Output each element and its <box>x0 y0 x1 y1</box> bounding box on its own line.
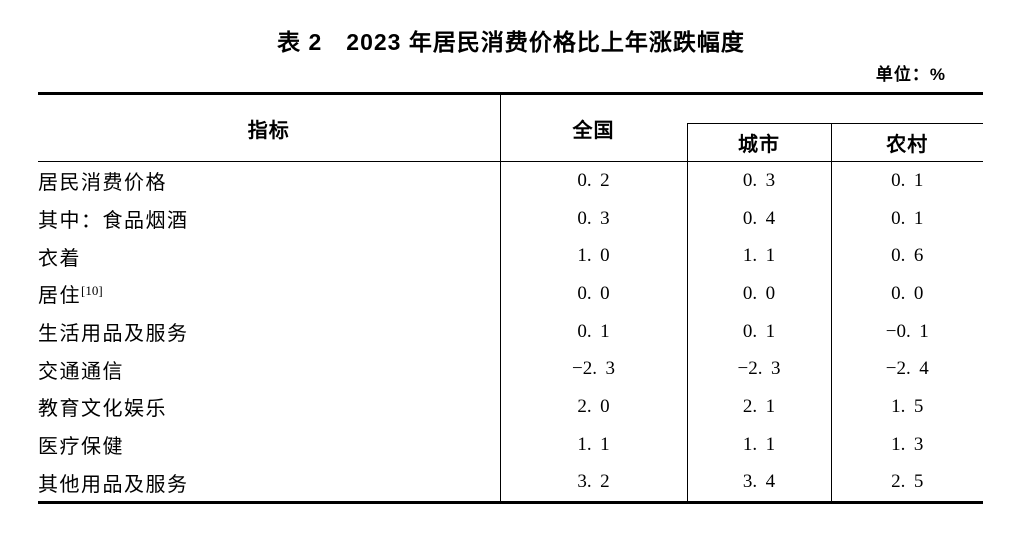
table-row: 居民消费价格 0. 2 0. 3 0. 1 <box>38 161 983 200</box>
col-header-national: 全国 <box>500 93 687 162</box>
cell-national: 1. 1 <box>499 425 687 464</box>
row-label: 其他用品及服务 <box>38 473 189 496</box>
cell-national: 3. 2 <box>499 463 687 503</box>
col-header-urban: 城市 <box>686 123 831 162</box>
row-label: 交通通信 <box>38 360 124 383</box>
table-header: 指标 全国 城市 农村 <box>38 93 983 162</box>
cell-national: 0. 0 <box>499 275 687 313</box>
cell-urban: −2. 3 <box>686 350 831 389</box>
table-body: 居民消费价格 0. 2 0. 3 0. 1 其中：食品烟酒 0. 3 0. 4 0. 1 衣着 1… <box>38 161 983 503</box>
cell-urban: 0. 0 <box>686 275 831 313</box>
table-row: 居住[10] 0. 0 0. 0 0. 0 <box>38 275 983 313</box>
cell-national: 0. 1 <box>499 312 687 351</box>
row-label: 居民消费价格 <box>38 172 167 195</box>
cell-national: 0. 3 <box>499 199 687 238</box>
cpi-table: 指标 全国 城市 农村 居民消费价格 0. 2 0. 3 0. 1 其中：食品烟酒 0. … <box>38 92 983 505</box>
col-header-rural: 农村 <box>830 123 983 162</box>
table-title: 表 2 2023 年居民消费价格比上年涨跌幅度 <box>277 29 745 55</box>
cell-rural: 0. 6 <box>830 237 983 276</box>
cell-national: 1. 0 <box>499 237 687 276</box>
cell-rural: 1. 5 <box>830 388 983 426</box>
header-spacer <box>687 94 983 124</box>
row-label: 居住[10] <box>38 283 103 308</box>
cell-urban: 3. 4 <box>686 463 831 503</box>
cell-urban: 0. 1 <box>686 312 831 351</box>
header-row-top: 指标 全国 <box>38 93 983 162</box>
cell-urban: 1. 1 <box>686 425 831 464</box>
row-label: 教育文化娱乐 <box>38 398 167 421</box>
cell-national: 0. 2 <box>499 161 687 200</box>
cell-rural: −0. 1 <box>830 312 983 351</box>
table-row: 生活用品及服务 0. 1 0. 1 −0. 1 <box>38 312 983 351</box>
table-row: 医疗保健 1. 1 1. 1 1. 3 <box>38 425 983 464</box>
table-row: 衣着 1. 0 1. 1 0. 6 <box>38 237 983 276</box>
cell-rural: −2. 4 <box>830 350 983 389</box>
cell-national: 2. 0 <box>499 388 687 426</box>
cell-rural: 2. 5 <box>830 463 983 503</box>
col-header-indicator: 指标 <box>38 93 501 162</box>
row-label: 生活用品及服务 <box>38 323 189 346</box>
footnote-ref: [10] <box>81 283 103 299</box>
table-row: 其他用品及服务 3. 2 3. 4 2. 5 <box>38 463 983 503</box>
cell-urban: 0. 4 <box>686 199 831 238</box>
table-row: 其中：食品烟酒 0. 3 0. 4 0. 1 <box>38 199 983 238</box>
cell-national: −2. 3 <box>499 350 687 389</box>
row-label: 医疗保健 <box>38 436 124 459</box>
cell-rural: 0. 1 <box>830 161 983 200</box>
header-row-sub: 城市 农村 <box>38 123 983 162</box>
cell-urban: 1. 1 <box>686 237 831 276</box>
cell-rural: 0. 1 <box>830 199 983 238</box>
cell-urban: 2. 1 <box>686 388 831 426</box>
unit-label: 单位：% <box>875 65 946 84</box>
row-label: 衣着 <box>38 247 81 270</box>
table-row: 交通通信 −2. 3 −2. 3 −2. 4 <box>38 350 983 389</box>
cell-urban: 0. 3 <box>686 161 831 200</box>
cell-rural: 0. 0 <box>830 275 983 313</box>
table-row: 教育文化娱乐 2. 0 2. 1 1. 5 <box>38 388 983 426</box>
row-label: 其中：食品烟酒 <box>38 210 189 233</box>
cell-rural: 1. 3 <box>830 425 983 464</box>
